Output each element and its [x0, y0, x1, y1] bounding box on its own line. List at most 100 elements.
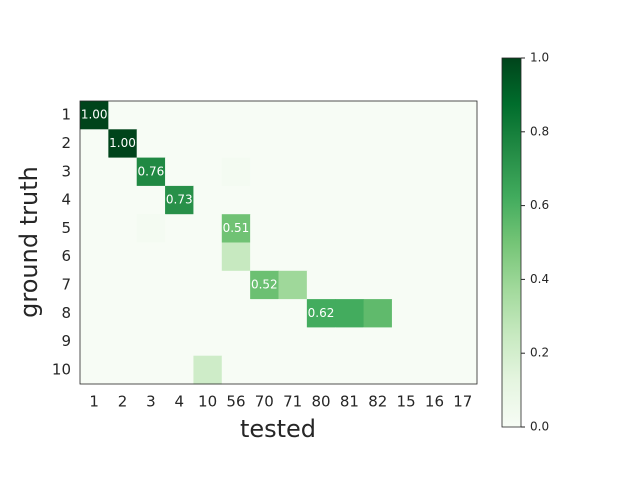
heatmap-cell	[363, 214, 393, 243]
heatmap-cell	[448, 270, 478, 300]
colorbar-tick-label: 1.0	[530, 51, 549, 65]
heatmap-cell	[306, 157, 336, 187]
heatmap-cell	[165, 129, 194, 159]
y-tick-label: 8	[61, 304, 71, 322]
heatmap-cell	[108, 157, 138, 187]
heatmap-cell	[363, 242, 393, 272]
heatmap-cell	[278, 299, 308, 328]
heatmap-cell	[80, 129, 109, 159]
y-tick-label: 2	[61, 134, 71, 152]
heatmap-cell	[193, 214, 223, 243]
heatmap-cell	[306, 299, 336, 328]
heatmap-cell	[448, 129, 478, 159]
cell-label: 0.51	[223, 221, 250, 235]
heatmap-cell	[278, 327, 308, 357]
heatmap-cell	[80, 185, 109, 215]
cell-label: 0.76	[138, 164, 165, 178]
x-tick-label: 1	[89, 393, 99, 411]
heatmap-cell	[165, 355, 194, 385]
heatmap-cell	[250, 242, 279, 272]
heatmap-cell	[221, 185, 251, 215]
heatmap-cell	[250, 101, 279, 130]
colorbar-tick-label: 0.4	[530, 272, 549, 286]
x-tick-label: 56	[226, 393, 245, 411]
heatmap-cell	[335, 185, 365, 215]
heatmap-cell	[420, 327, 450, 357]
heatmap-cell	[165, 185, 194, 215]
heatmap-cell	[335, 214, 365, 243]
heatmap-cell	[193, 270, 223, 300]
heatmap-cell	[80, 327, 109, 357]
heatmap-cell	[221, 242, 251, 272]
heatmap-cell	[363, 101, 393, 130]
heatmap-cell	[448, 355, 478, 385]
heatmap-cell	[165, 214, 194, 243]
heatmap-cell	[250, 270, 279, 300]
heatmap-cell	[165, 242, 194, 272]
heatmap-cell	[250, 157, 279, 187]
heatmap-cell	[420, 214, 450, 243]
heatmap-cell	[278, 157, 308, 187]
heatmap-cell	[278, 185, 308, 215]
y-tick-label: 3	[61, 162, 71, 180]
heatmap-cell	[391, 185, 421, 215]
heatmap-cell	[108, 355, 138, 385]
heatmap-cell	[221, 299, 251, 328]
heatmap-cell	[278, 214, 308, 243]
heatmap-cell	[420, 185, 450, 215]
heatmap-cell	[136, 101, 166, 130]
heatmap-cell	[165, 327, 194, 357]
colorbar-tick-label: 0.2	[530, 346, 549, 360]
x-tick-label: 80	[311, 393, 330, 411]
colorbar-tick-label: 0.8	[530, 124, 549, 138]
cell-label: 0.73	[166, 193, 193, 207]
heatmap-cell	[306, 355, 336, 385]
heatmap-cell	[80, 157, 109, 187]
x-tick-label: 81	[340, 393, 359, 411]
x-tick-label: 10	[198, 393, 217, 411]
heatmap-cell	[193, 299, 223, 328]
plot-frame	[79, 100, 478, 385]
y-tick-label: 10	[52, 360, 71, 378]
heatmap-cell	[335, 101, 365, 130]
heatmap-cell	[363, 355, 393, 385]
heatmap-cell	[108, 327, 138, 357]
heatmap-cell	[193, 129, 223, 159]
x-tick-label: 17	[453, 393, 472, 411]
heatmap-cell	[136, 185, 166, 215]
heatmap-cell	[165, 101, 194, 130]
y-tick-label: 6	[61, 247, 71, 265]
heatmap-cell	[335, 299, 365, 328]
heatmap-cell	[136, 242, 166, 272]
heatmap-cell	[250, 129, 279, 159]
y-tick-label: 9	[61, 332, 71, 350]
heatmap-cell	[165, 299, 194, 328]
heatmap-cell	[136, 129, 166, 159]
heatmap-cell	[136, 327, 166, 357]
heatmap-cell	[221, 355, 251, 385]
heatmap-cell	[448, 157, 478, 187]
y-tick-label: 7	[61, 275, 71, 293]
heatmap-cell	[80, 242, 109, 272]
heatmap-cell	[278, 270, 308, 300]
cell-label: 1.00	[109, 136, 136, 150]
heatmap-cell	[250, 327, 279, 357]
heatmap-cell	[335, 327, 365, 357]
x-tick-label: 71	[283, 393, 302, 411]
heatmap-cell	[391, 355, 421, 385]
heatmap-cell	[278, 101, 308, 130]
heatmap-cell	[420, 242, 450, 272]
heatmap-cell	[363, 327, 393, 357]
heatmap-cell	[363, 185, 393, 215]
heatmap-cell	[108, 214, 138, 243]
colorbar-tick-label: 0.6	[530, 198, 549, 212]
heatmap-cell	[391, 299, 421, 328]
x-axis-label: tested	[240, 415, 316, 443]
colorbar-tick-label: 0.0	[530, 420, 549, 434]
heatmap-cell	[136, 355, 166, 385]
heatmap-cell	[420, 101, 450, 130]
heatmap-cell	[420, 129, 450, 159]
heatmap-cell	[278, 355, 308, 385]
cell-label: 0.62	[308, 306, 335, 320]
